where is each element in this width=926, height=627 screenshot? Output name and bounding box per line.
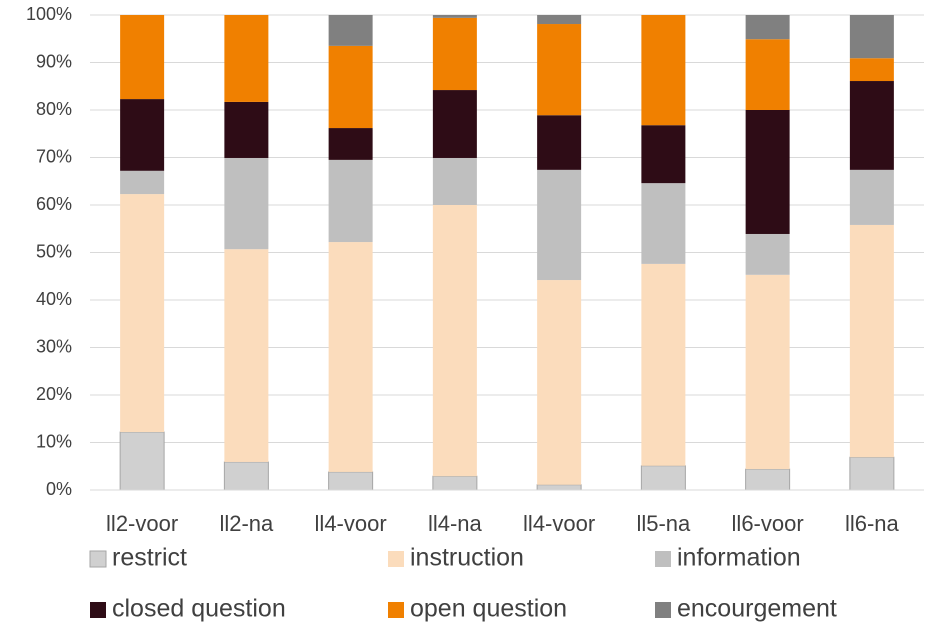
y-tick-label: 70% <box>36 146 72 166</box>
bar-segment <box>120 170 165 195</box>
bar-segment <box>119 431 165 491</box>
legend-swatch <box>388 551 404 567</box>
y-tick-label: 30% <box>36 336 72 356</box>
legend-label: instruction <box>410 544 524 572</box>
bar-segment <box>120 194 165 433</box>
bar-segment <box>328 159 373 243</box>
y-tick-label: 60% <box>36 194 72 214</box>
legend-swatch <box>655 551 671 567</box>
x-tick-label: ll5-na <box>636 511 691 536</box>
bar-segment <box>120 15 165 100</box>
bar-segment <box>745 468 791 491</box>
x-tick-label: ll6-voor <box>732 511 804 536</box>
bar-segment <box>432 17 477 91</box>
bar-segment <box>745 274 790 470</box>
bar-segment <box>537 15 582 25</box>
legend-swatch <box>388 602 404 618</box>
legend-label: restrict <box>112 544 187 572</box>
x-tick-label: ll6-na <box>845 511 900 536</box>
x-tick-label: ll4-voor <box>523 511 595 536</box>
x-tick-label: ll2-na <box>219 511 274 536</box>
bar-segment <box>224 15 269 102</box>
bar-segment <box>328 471 374 491</box>
bar-segment <box>745 233 790 275</box>
bar-segment <box>849 456 895 491</box>
bar-segment <box>537 169 582 281</box>
y-tick-label: 100% <box>26 4 72 24</box>
y-tick-label: 90% <box>36 51 72 71</box>
bar-segment <box>432 475 478 491</box>
bar-segment <box>432 157 477 205</box>
x-tick-label: ll4-na <box>428 511 483 536</box>
legend-label: information <box>677 544 801 572</box>
bar-segment <box>224 249 269 462</box>
bar-segment <box>328 128 373 160</box>
bar-segment <box>328 45 373 129</box>
bar-segment <box>849 81 894 170</box>
bar-segment <box>641 125 686 184</box>
bar-segment <box>432 15 477 18</box>
legend-swatch <box>90 602 106 618</box>
bar-segment <box>537 115 582 170</box>
bar-segment <box>641 15 686 126</box>
bar-segment <box>640 465 686 491</box>
bar-segment <box>120 99 165 171</box>
bar-segment <box>432 205 477 477</box>
y-tick-label: 40% <box>36 289 72 309</box>
bar-segment <box>745 39 790 110</box>
bar-segment <box>432 90 477 158</box>
legend-swatch <box>655 602 671 618</box>
bar-segment <box>537 280 582 485</box>
bar-segment <box>328 15 373 46</box>
bar-segment <box>849 58 894 82</box>
bar-segment <box>224 101 269 158</box>
bar-segment <box>223 461 269 491</box>
bar-segment <box>537 24 582 116</box>
bar-segment <box>745 15 790 40</box>
legend-label: closed question <box>112 595 286 623</box>
legend-label: open question <box>410 595 567 623</box>
y-tick-label: 20% <box>36 384 72 404</box>
bar-segment <box>641 263 686 466</box>
legend-swatch <box>89 550 107 568</box>
x-tick-label: ll4-voor <box>315 511 387 536</box>
legend-label: encourgement <box>677 595 837 623</box>
bar-segment <box>745 110 790 234</box>
y-tick-label: 80% <box>36 99 72 119</box>
y-tick-label: 10% <box>36 431 72 451</box>
bar-segment <box>849 224 894 458</box>
bar-segment <box>328 242 373 472</box>
bar-segment <box>849 169 894 225</box>
y-tick-label: 0% <box>46 479 72 499</box>
bar-segment <box>536 484 582 491</box>
x-tick-label: ll2-voor <box>106 511 178 536</box>
bar-segment <box>641 183 686 264</box>
bar-segment <box>224 157 269 250</box>
bar-segment <box>849 15 894 59</box>
y-tick-label: 50% <box>36 241 72 261</box>
